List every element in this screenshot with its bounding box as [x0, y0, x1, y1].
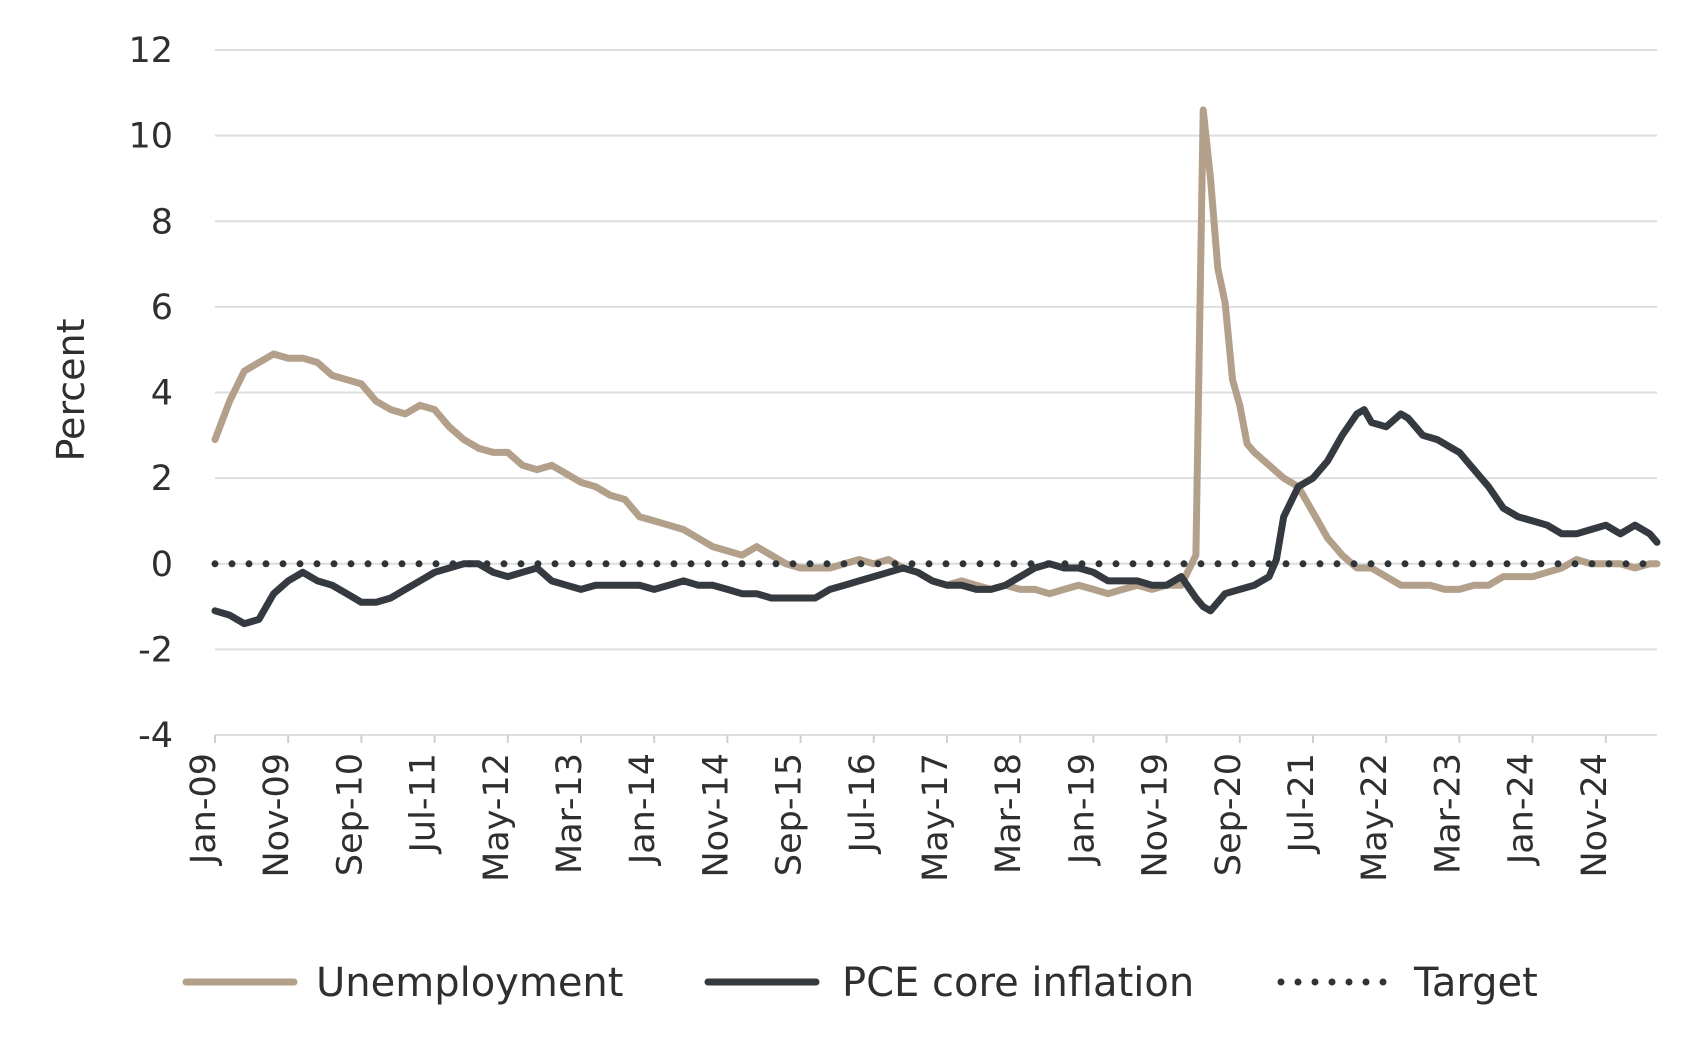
y-tick-label: 6 [151, 288, 173, 328]
x-tick-label: Sep-15 [770, 753, 810, 876]
y-tick-label: 4 [151, 374, 173, 414]
x-tick-label: Mar-13 [550, 753, 590, 874]
x-tick-label: May-22 [1355, 753, 1395, 882]
y-tick-label: 10 [128, 117, 173, 157]
x-tick-label: Nov-19 [1136, 753, 1176, 878]
legend: Unemployment PCE core inflation Target [182, 960, 1538, 1006]
y-tick-label: 8 [151, 202, 173, 242]
x-tick-label: Nov-09 [257, 753, 297, 878]
x-tick-label: Jan-24 [1502, 753, 1542, 866]
x-tick-label: Jul-11 [404, 753, 444, 854]
pce-core-inflation-series-line [211, 406, 1661, 628]
x-tick-label: Sep-10 [330, 753, 370, 876]
x-tick-label: Sep-20 [1209, 753, 1249, 876]
unemployment-series-line [211, 106, 1661, 598]
target-legend-label: Target [1413, 960, 1538, 1006]
x-tick-label: Jul-21 [1282, 753, 1322, 854]
y-tick-label: 0 [151, 545, 173, 585]
x-tick-label: Nov-14 [696, 753, 736, 878]
x-tick-label: May-12 [477, 753, 517, 882]
grid-layer [215, 49, 1657, 736]
x-tick-label: Jan-09 [184, 753, 224, 866]
x-tick-label: Jan-19 [1062, 753, 1102, 866]
y-tick-label: 12 [128, 31, 173, 71]
y-axis: 12 10 8 6 4 2 0 -2 -4 [128, 31, 173, 756]
x-tick-label: Jul-16 [843, 753, 883, 854]
y-axis-label: Percent [49, 319, 93, 462]
x-tick-label: Jan-14 [623, 753, 663, 866]
x-axis: Jan-09 Nov-09 Sep-10 Jul-11 May-12 Mar-13 Jan-… [184, 735, 1615, 882]
x-tick-label: Nov-24 [1575, 753, 1615, 878]
unemployment-legend-label: Unemployment [316, 960, 623, 1006]
y-tick-label: 2 [151, 459, 173, 499]
pce-core-inflation-legend-label: PCE core inflation [842, 960, 1194, 1006]
x-tick-label: Mar-23 [1428, 753, 1468, 874]
x-tick-label: Mar-18 [989, 753, 1029, 874]
x-tick-label: May-17 [916, 753, 956, 882]
series-layer [211, 106, 1661, 628]
y-tick-label: -2 [138, 630, 173, 670]
y-tick-label: -4 [138, 716, 173, 756]
